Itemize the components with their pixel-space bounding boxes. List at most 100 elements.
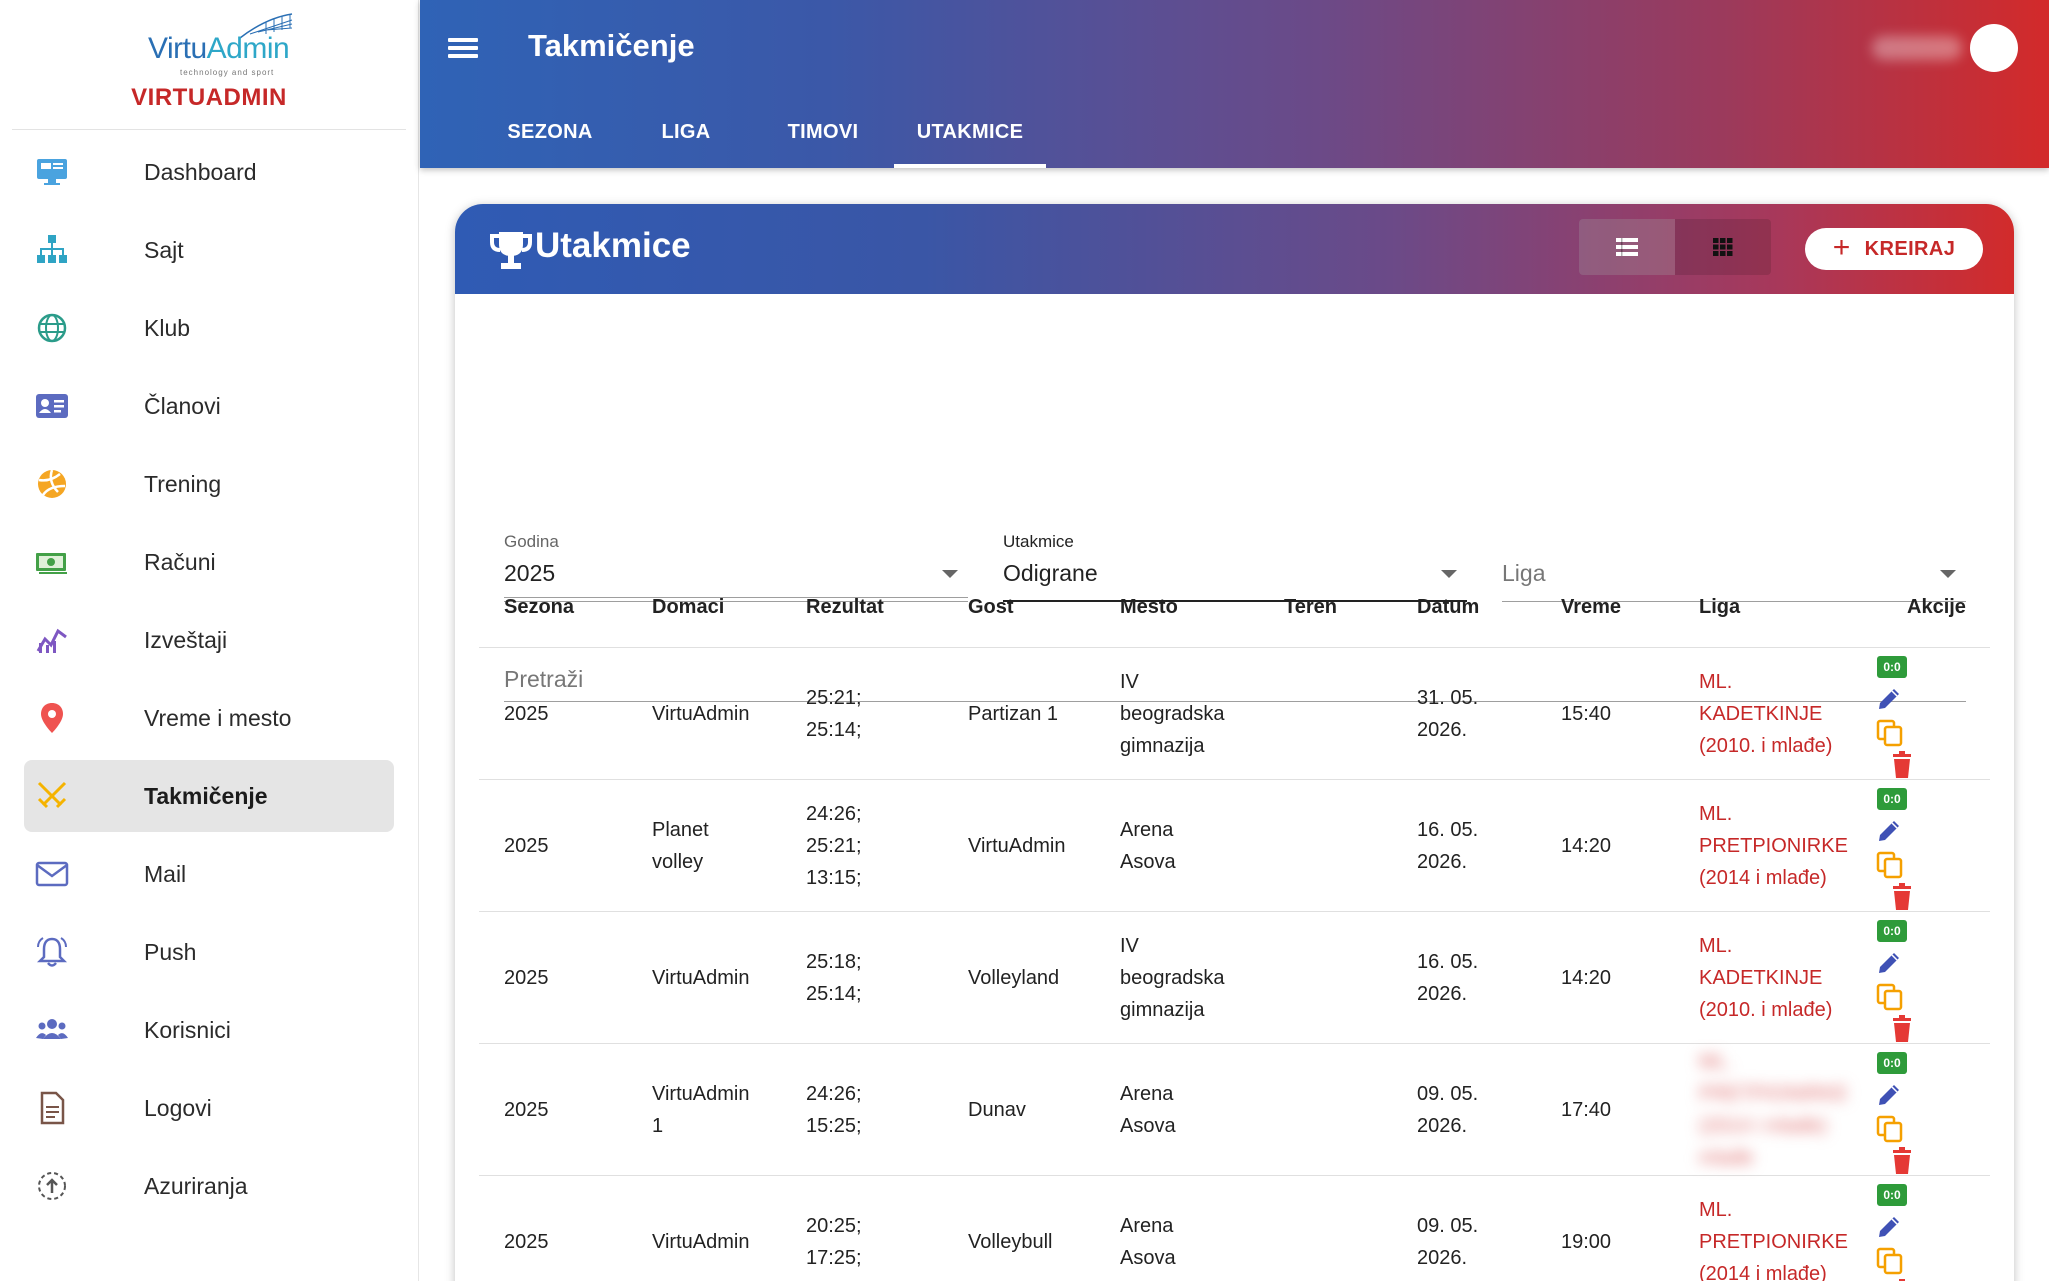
sidebar-item-label: Azuriranja xyxy=(144,1172,248,1199)
sidebar-item-logovi[interactable]: Logovi xyxy=(24,1072,394,1144)
edit-button[interactable] xyxy=(1875,1213,1909,1243)
cell-liga[interactable]: ML. PRETPIONIRKE (2014 i mlađe) xyxy=(1699,1199,1848,1281)
copy-icon xyxy=(1875,719,1905,752)
sidebar-item-izveštaji[interactable]: Izveštaji xyxy=(24,604,394,676)
matches-card: Utakmice + KREIRAJ Go xyxy=(455,204,2014,1281)
avatar[interactable] xyxy=(1970,24,2018,72)
sidebar-item-klub[interactable]: Klub xyxy=(24,292,394,364)
edit-button[interactable] xyxy=(1875,685,1909,715)
cell-vreme: 14:20 xyxy=(1561,835,1612,857)
list-view-button[interactable] xyxy=(1579,219,1675,275)
cell-domaci: Planet volley xyxy=(652,819,709,873)
cell-rezultat: 24:26; 15:25; xyxy=(806,1083,862,1137)
column-header-rezultat[interactable]: Rezultat xyxy=(806,596,884,618)
score-button[interactable]: 0:0 xyxy=(1875,784,1909,814)
sidebar-item-računi[interactable]: Računi xyxy=(24,526,394,598)
cell-sezona: 2025 xyxy=(504,1231,549,1253)
sidebar-item-članovi[interactable]: Članovi xyxy=(24,370,394,442)
delete-button[interactable] xyxy=(1889,883,1923,913)
delete-button[interactable] xyxy=(1889,1279,1923,1281)
sidebar-item-korisnici[interactable]: Korisnici xyxy=(24,994,394,1066)
table-row[interactable]: 2025 VirtuAdmin 20:25; 17:25; Volleybull Aren… xyxy=(479,1176,1990,1281)
sidebar-item-vreme-i-mesto[interactable]: Vreme i mesto xyxy=(24,682,394,754)
column-header-datum[interactable]: Datum xyxy=(1417,596,1480,618)
score-button[interactable]: 0:0 xyxy=(1875,916,1909,946)
pencil-icon xyxy=(1875,689,1903,717)
search-input[interactable]: Pretraži xyxy=(504,650,1966,702)
sidebar-item-dashboard[interactable]: Dashboard xyxy=(24,136,394,208)
tab-utakmice[interactable]: UTAKMICE xyxy=(894,108,1046,168)
column-header-domaci[interactable]: Domaci xyxy=(652,596,725,618)
cell-vreme: 17:40 xyxy=(1561,1099,1612,1121)
table-row[interactable]: 2025 VirtuAdmin 25:21; 25:14; Partizan 1 IV be… xyxy=(479,648,1990,780)
score-button[interactable]: 0:0 xyxy=(1875,652,1909,682)
edit-button[interactable] xyxy=(1875,1081,1909,1111)
copy-button[interactable] xyxy=(1875,982,1909,1012)
table-row[interactable]: 2025 VirtuAdmin 1 24:26; 15:25; Dunav Arena Aso… xyxy=(479,1044,1990,1176)
trophy-icon xyxy=(490,232,532,269)
column-header-akcije[interactable]: Akcije xyxy=(1907,596,1966,618)
delete-button[interactable] xyxy=(1889,1015,1923,1045)
row-actions: 0:0 xyxy=(1875,652,1915,784)
matches-select[interactable]: Utakmice Odigrane xyxy=(1003,532,1467,602)
sidebar-item-label: Trening xyxy=(144,470,222,497)
row-actions: 0:0 xyxy=(1875,784,1915,916)
sidebar-item-sajt[interactable]: Sajt xyxy=(24,214,394,286)
copy-icon xyxy=(1875,983,1905,1016)
globe-icon xyxy=(34,310,70,346)
users-icon xyxy=(34,1012,70,1048)
copy-button[interactable] xyxy=(1875,1246,1909,1276)
cell-liga[interactable]: ML. PRETPIONIRKE (2014 i mlađe) mlađe xyxy=(1699,1051,1848,1169)
column-header-mesto[interactable]: Mesto xyxy=(1120,596,1178,618)
score-button[interactable]: 0:0 xyxy=(1875,1180,1909,1210)
copy-button[interactable] xyxy=(1875,718,1909,748)
cell-datum: 31. 05. 2026. xyxy=(1417,687,1479,741)
monitor-icon xyxy=(34,154,70,190)
score-button[interactable]: 0:0 xyxy=(1875,1048,1909,1078)
cell-domaci: VirtuAdmin xyxy=(652,1231,750,1253)
brand-name: VIRTUADMIN xyxy=(131,84,287,111)
column-header-sezona[interactable]: Sezona xyxy=(504,596,575,618)
cell-mesto: Arena Asova xyxy=(1120,1083,1176,1137)
sidebar-item-trening[interactable]: Trening xyxy=(24,448,394,520)
column-header-teren[interactable]: Teren xyxy=(1284,596,1337,618)
cell-gost: Partizan 1 xyxy=(968,703,1059,725)
sidebar-item-push[interactable]: Push xyxy=(24,916,394,988)
copy-button[interactable] xyxy=(1875,850,1909,880)
league-select[interactable]: Liga xyxy=(1502,534,1966,602)
delete-button[interactable] xyxy=(1889,1147,1923,1177)
menu-icon[interactable] xyxy=(448,34,478,64)
column-header-gost[interactable]: Gost xyxy=(968,596,1014,618)
column-header-vreme[interactable]: Vreme xyxy=(1561,596,1622,618)
user-name[interactable] xyxy=(1872,36,1962,60)
cell-liga[interactable]: ML. KADETKINJE (2010. i mlađe) xyxy=(1699,935,1833,1021)
sidebar-item-mail[interactable]: Mail xyxy=(24,838,394,910)
edit-button[interactable] xyxy=(1875,817,1909,847)
copy-button[interactable] xyxy=(1875,1114,1909,1144)
column-header-liga[interactable]: Liga xyxy=(1699,596,1741,618)
delete-button[interactable] xyxy=(1889,751,1923,781)
year-select[interactable] xyxy=(504,530,968,598)
edit-button[interactable] xyxy=(1875,949,1909,979)
table-row[interactable]: 2025 VirtuAdmin 25:18; 25:14; Volleyland IV be… xyxy=(479,912,1990,1044)
cell-mesto: Arena Asova xyxy=(1120,819,1176,873)
year-select-field[interactable]: Godina 2025 xyxy=(504,532,968,602)
sidebar-item-azuriranja[interactable]: Azuriranja xyxy=(24,1150,394,1222)
cell-vreme: 15:40 xyxy=(1561,703,1612,725)
score-icon: 0:0 xyxy=(1877,788,1907,810)
sidebar-item-takmičenje[interactable]: Takmičenje xyxy=(24,760,394,832)
pencil-icon xyxy=(1875,1217,1903,1245)
cell-sezona: 2025 xyxy=(504,835,549,857)
table-row[interactable]: 2025 Planet volley 24:26; 25:21; 13:15; VirtuA… xyxy=(479,780,1990,912)
virtuadmin-logo[interactable]: VirtuAdmin technology and sport xyxy=(136,12,306,78)
cell-gost: Volleybull xyxy=(968,1231,1053,1253)
create-button[interactable]: + KREIRAJ xyxy=(1805,228,1983,270)
tab-liga[interactable]: LIGA xyxy=(661,121,711,143)
tab-sezona[interactable]: SEZONA xyxy=(507,121,593,143)
grid-view-icon xyxy=(1713,238,1733,256)
cell-liga[interactable]: ML. PRETPIONIRKE (2014 i mlađe) xyxy=(1699,803,1848,889)
tab-timovi[interactable]: TIMOVI xyxy=(787,121,859,143)
trash-icon xyxy=(1889,1015,1915,1047)
grid-view-button[interactable] xyxy=(1675,219,1771,275)
cell-liga[interactable]: ML. KADETKINJE (2010. i mlađe) xyxy=(1699,671,1833,757)
